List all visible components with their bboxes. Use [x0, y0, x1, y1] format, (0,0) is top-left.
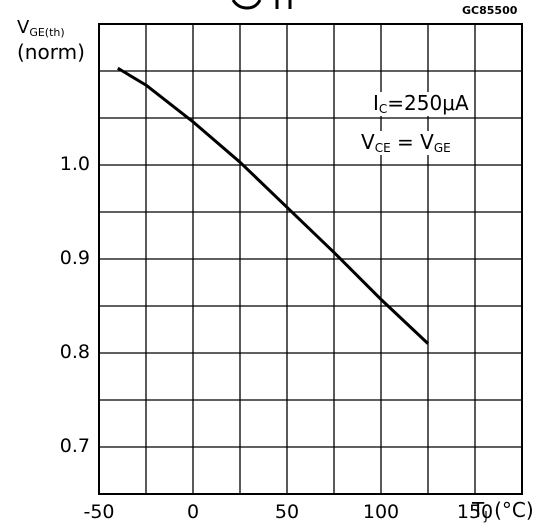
annotation-current: IC=250μA — [371, 92, 471, 116]
x-tick-label: 150 — [456, 501, 494, 523]
annotation-voltage: VCE = VGE — [359, 131, 453, 155]
x-tick-label: 100 — [362, 501, 400, 523]
annotation-current-main: I — [373, 91, 379, 115]
x-axis-label: TJ (°C) — [472, 500, 534, 522]
annotation-voltage-sub1: CE — [374, 141, 391, 155]
title-fragment — [231, 0, 262, 10]
plot-frame — [98, 23, 523, 495]
y-tick-label: 0.8 — [59, 341, 90, 363]
title-fragment — [275, 0, 292, 9]
annotation-voltage-main2: V — [420, 130, 434, 154]
x-axis-label-main: T — [472, 498, 485, 522]
annotation-current-sub: C — [378, 102, 388, 116]
y-axis-label-main: V — [17, 17, 30, 38]
x-tick-label: 50 — [274, 501, 300, 523]
annotation-voltage-eq: = — [390, 130, 421, 154]
y-tick-label: 0.9 — [59, 247, 90, 269]
y-axis-label-unit: (norm) — [17, 40, 85, 64]
annotation-voltage-sub2: GE — [433, 141, 451, 155]
y-axis-label: VGE(th) — [17, 17, 65, 39]
x-tick-label: 0 — [186, 501, 200, 523]
x-tick-label: -50 — [83, 501, 115, 523]
x-axis-label-sub: J — [484, 509, 488, 523]
x-axis-label-unit: (°C) — [494, 498, 534, 522]
figure-code: GC85500 — [462, 4, 518, 17]
series-line — [117, 66, 430, 345]
annotation-current-rest: =250μA — [387, 91, 469, 115]
annotation-voltage-main1: V — [361, 130, 375, 154]
y-tick-label: 0.7 — [59, 435, 90, 457]
y-tick-label: 1.0 — [59, 153, 90, 175]
y-axis-label-sub: GE(th) — [29, 26, 65, 39]
partial-title — [231, 0, 292, 10]
